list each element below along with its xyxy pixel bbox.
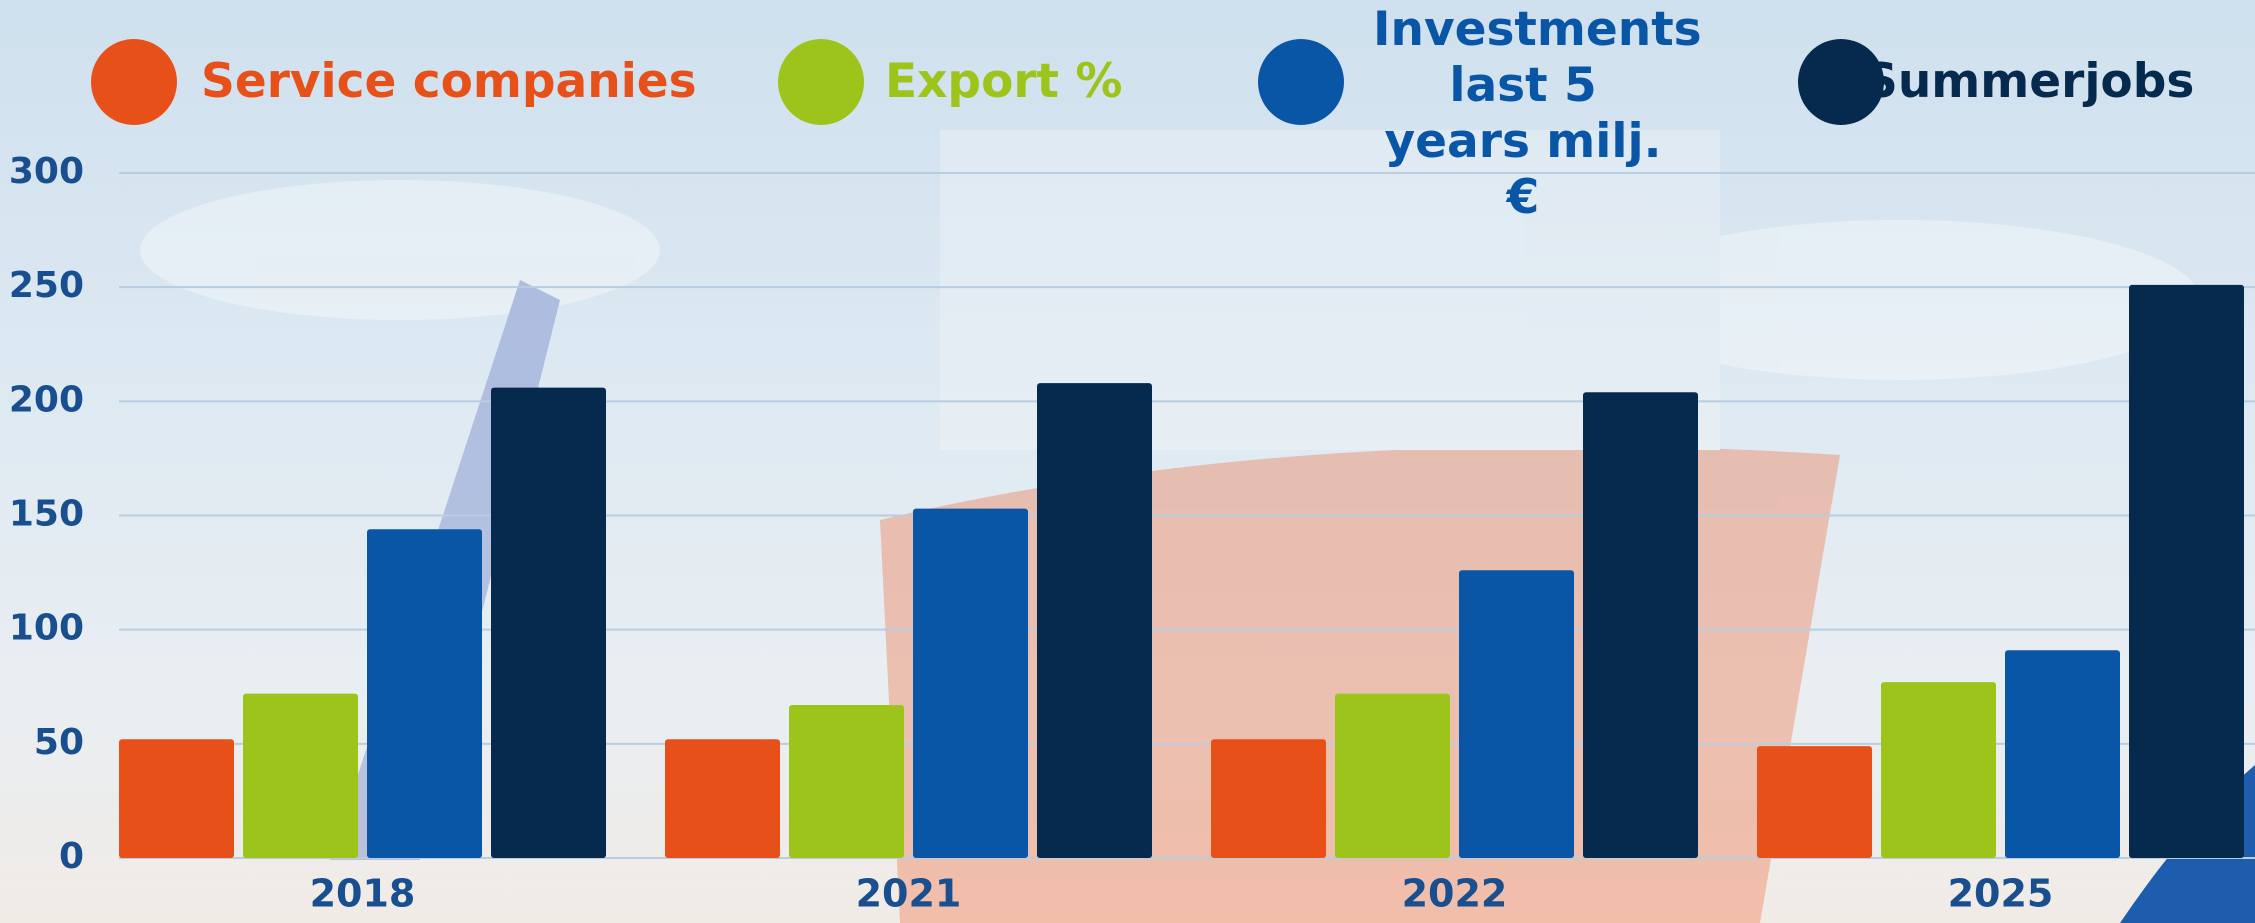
y-tick-label: 0 <box>59 836 84 877</box>
bar <box>2129 285 2244 858</box>
x-tick-label: 2022 <box>1402 872 1508 916</box>
y-tick-label: 100 <box>9 608 84 649</box>
legend-label: Service companies <box>201 54 697 110</box>
bar <box>243 694 358 858</box>
x-tick-label: 2021 <box>856 872 962 916</box>
bar <box>1335 694 1450 858</box>
legend-marker <box>1258 39 1344 125</box>
bar <box>1037 383 1152 858</box>
bar <box>1583 392 1698 858</box>
legend-label: Investments last 5 years milj. € <box>1373 2 1673 226</box>
bar <box>665 739 780 858</box>
chart: 0 50 100 150 200 250 300 2018 2021 2022 2025 <box>0 0 2255 923</box>
page: 0 50 100 150 200 250 300 2018 2021 2022 2025 Servi… <box>0 0 2255 923</box>
y-tick-label: 150 <box>9 494 84 535</box>
x-tick-label: 2018 <box>310 872 416 916</box>
bar <box>1459 570 1574 858</box>
legend-label: Summerjobs <box>1864 54 2194 110</box>
bar <box>119 739 234 858</box>
bar <box>367 529 482 858</box>
legend-marker <box>91 39 177 125</box>
y-tick-label: 250 <box>9 265 84 306</box>
legend-marker <box>778 39 864 125</box>
bar <box>1211 739 1326 858</box>
y-tick-label: 300 <box>9 151 84 192</box>
bar <box>2005 650 2120 858</box>
legend-label: Export % <box>885 54 1122 110</box>
bar <box>1881 682 1996 858</box>
y-tick-label: 50 <box>34 722 84 763</box>
y-tick-label: 200 <box>9 379 84 420</box>
bar <box>789 705 904 858</box>
bar <box>1757 746 1872 858</box>
bar <box>913 509 1028 858</box>
bar <box>491 388 606 858</box>
x-tick-label: 2025 <box>1948 872 2054 916</box>
